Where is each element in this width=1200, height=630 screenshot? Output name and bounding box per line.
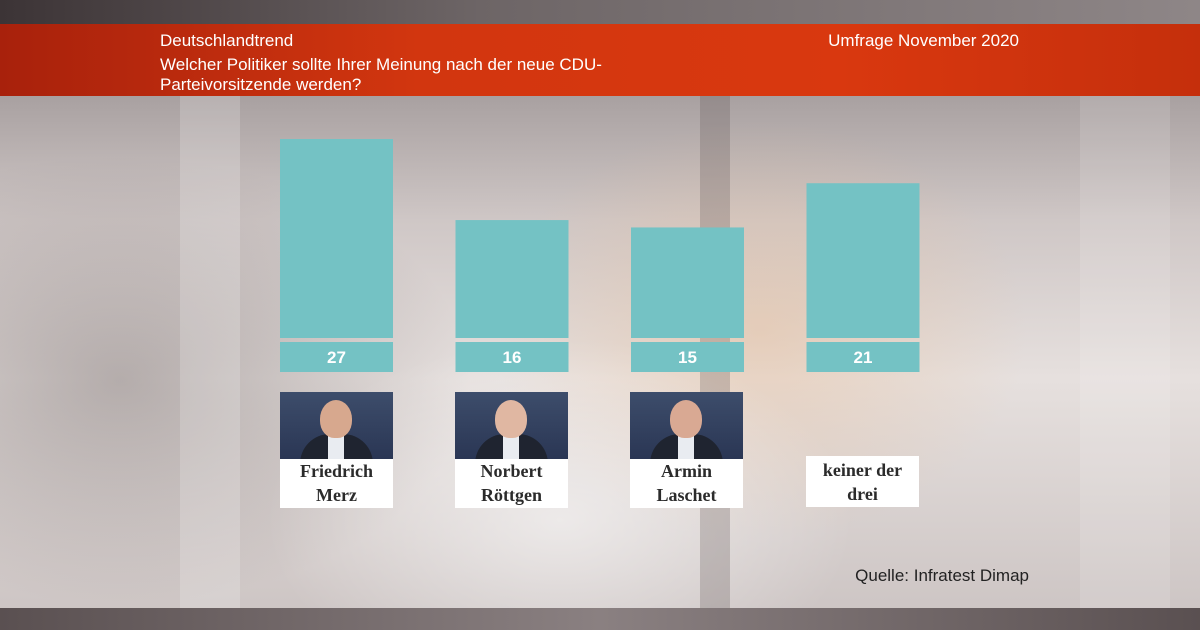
value-label-1: 27 [327, 348, 346, 367]
value-label-3: 15 [678, 348, 697, 367]
candidate-name-line2: drei [847, 484, 878, 504]
value-label-box-4 [806, 342, 920, 372]
bar-4 [806, 183, 920, 338]
candidate-name: Norbert Röttgen [455, 459, 568, 508]
candidate-name: keiner der drei [806, 458, 919, 507]
bottom-strip [0, 608, 1200, 630]
banner-left: Deutschlandtrend Welcher Politiker sollt… [160, 30, 720, 95]
candidate-name: Friedrich Merz [280, 459, 393, 508]
survey-date: Umfrage November 2020 [828, 31, 1019, 50]
bar-3 [631, 227, 744, 338]
bar-2 [455, 220, 569, 338]
candidate-card-merz: Friedrich Merz [280, 392, 393, 508]
background-light-stripe [180, 0, 240, 630]
candidate-name-line2: Laschet [656, 485, 717, 505]
candidate-name-line1: keiner der [822, 460, 903, 480]
candidate-card-laschet: Armin Laschet [630, 392, 743, 508]
candidate-name: Armin Laschet [630, 459, 743, 508]
value-label-box-3 [631, 342, 744, 372]
value-label-box-1 [280, 342, 393, 372]
candidate-name-line1: Armin [661, 461, 712, 481]
source-note: Quelle: Infratest Dimap [855, 566, 1029, 585]
candidate-name-line1: Norbert [480, 461, 543, 481]
candidate-card-none: keiner der drei [806, 456, 919, 507]
top-strip [0, 0, 1200, 24]
value-label-box-2 [455, 342, 569, 372]
person-photo-icon [455, 392, 568, 459]
person-photo-icon [280, 392, 393, 459]
candidate-name-line1: Friedrich [300, 461, 373, 481]
title-banner: Deutschlandtrend Welcher Politiker sollt… [0, 24, 1200, 96]
candidate-card-roettgen: Norbert Röttgen [455, 392, 568, 508]
bar-1 [280, 139, 393, 338]
value-label-4: 21 [854, 348, 873, 367]
background-light-stripe [1080, 0, 1170, 630]
program-name: Deutschlandtrend [160, 31, 294, 50]
candidate-name-line2: Merz [316, 485, 357, 505]
person-photo-icon [630, 392, 743, 459]
survey-question: Welcher Politiker sollte Ihrer Meinung n… [160, 55, 602, 94]
value-label-2: 16 [503, 348, 522, 367]
candidate-name-line2: Röttgen [481, 485, 542, 505]
